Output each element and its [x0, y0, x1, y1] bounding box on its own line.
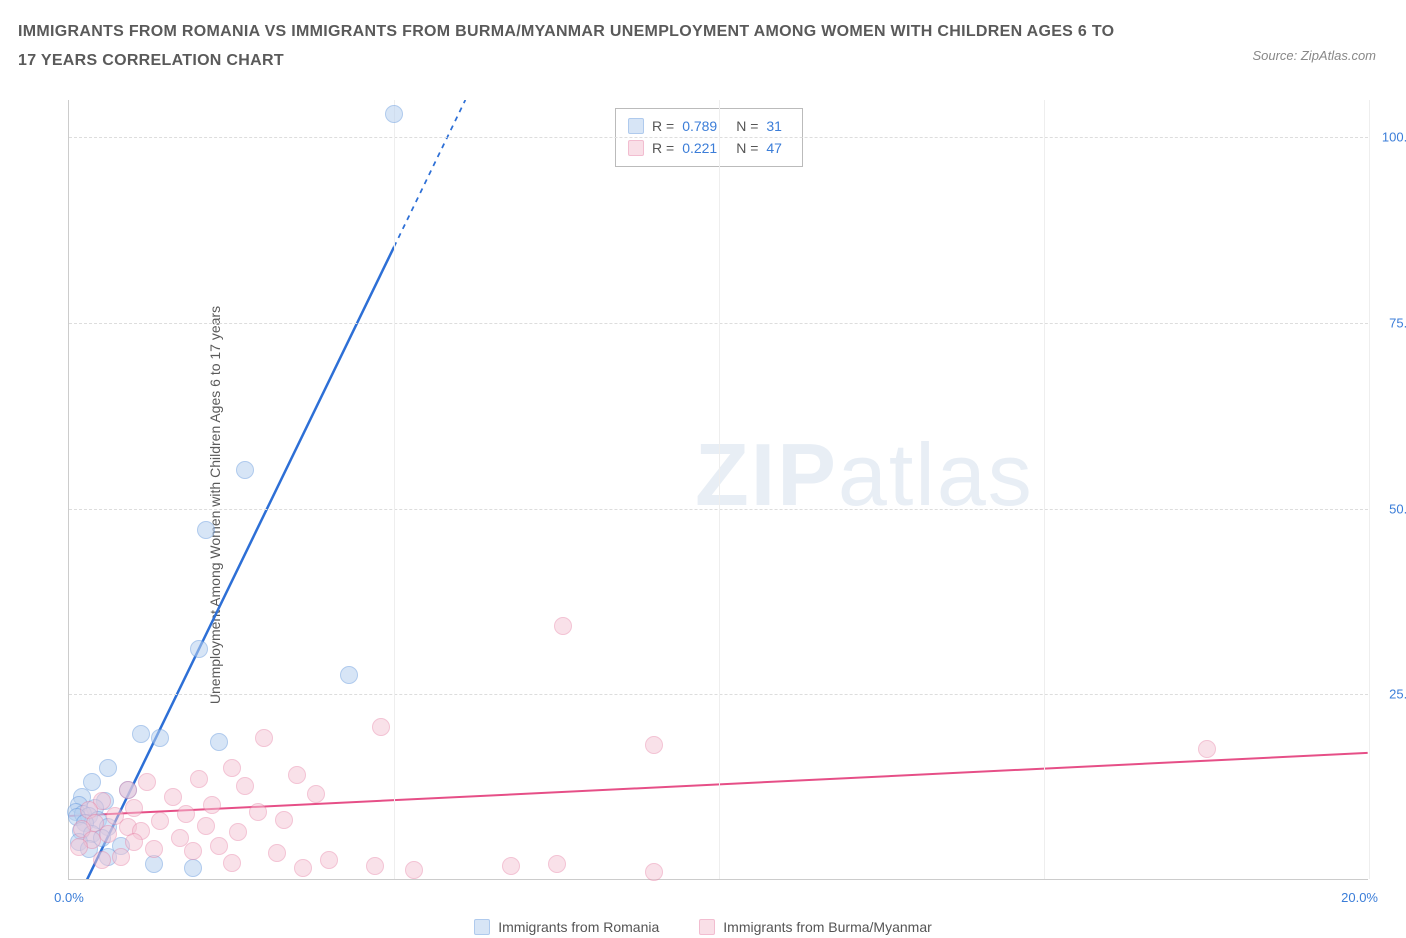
data-point-burma — [366, 857, 384, 875]
data-point-burma — [320, 851, 338, 869]
grid-v — [719, 100, 720, 879]
data-point-burma — [223, 759, 241, 777]
grid-v — [1044, 100, 1045, 879]
y-tick-label: 100.0% — [1374, 130, 1406, 145]
data-point-burma — [99, 825, 117, 843]
data-point-romania — [132, 725, 150, 743]
data-point-burma — [236, 777, 254, 795]
stat-r-value-romania: 0.789 — [682, 115, 728, 137]
data-point-burma — [125, 833, 143, 851]
legend-swatch-romania — [474, 919, 490, 935]
x-tick-label: 0.0% — [54, 890, 84, 905]
data-point-burma — [119, 781, 137, 799]
data-point-burma — [145, 840, 163, 858]
legend-item-burma: Immigrants from Burma/Myanmar — [699, 919, 931, 935]
y-tick-label: 75.0% — [1374, 315, 1406, 330]
data-point-romania — [99, 759, 117, 777]
data-point-romania — [151, 729, 169, 747]
data-point-romania — [197, 521, 215, 539]
data-point-romania — [385, 105, 403, 123]
watermark: ZIPatlas — [695, 424, 1034, 526]
data-point-burma — [307, 785, 325, 803]
stats-row-romania: R = 0.789 N = 31 — [628, 115, 790, 137]
stat-n-label: N = — [736, 115, 758, 137]
data-point-burma — [112, 848, 130, 866]
data-point-burma — [197, 817, 215, 835]
data-point-burma — [249, 803, 267, 821]
legend-label-romania: Immigrants from Romania — [498, 919, 659, 935]
legend-item-romania: Immigrants from Romania — [474, 919, 659, 935]
data-point-romania — [236, 461, 254, 479]
source-label: Source: ZipAtlas.com — [1252, 18, 1376, 63]
data-point-burma — [288, 766, 306, 784]
chart-title: IMMIGRANTS FROM ROMANIA VS IMMIGRANTS FR… — [18, 18, 1118, 76]
stats-row-burma: R = 0.221 N = 47 — [628, 137, 790, 159]
data-point-burma — [203, 796, 221, 814]
data-point-burma — [645, 863, 663, 881]
data-point-burma — [372, 718, 390, 736]
data-point-burma — [190, 770, 208, 788]
data-point-burma — [502, 857, 520, 875]
data-point-burma — [548, 855, 566, 873]
stat-n-value-burma: 47 — [766, 137, 790, 159]
data-point-burma — [294, 859, 312, 877]
trend-line-dashed-romania — [394, 100, 465, 247]
data-point-burma — [1198, 740, 1216, 758]
data-point-romania — [184, 859, 202, 877]
stat-r-value-burma: 0.221 — [682, 137, 728, 159]
data-point-burma — [210, 837, 228, 855]
data-point-burma — [554, 617, 572, 635]
data-point-burma — [223, 854, 241, 872]
trend-line-romania — [69, 247, 394, 879]
chart-container: Unemployment Among Women with Children A… — [18, 100, 1388, 910]
data-point-burma — [70, 838, 88, 856]
data-point-burma — [177, 805, 195, 823]
data-point-romania — [340, 666, 358, 684]
x-tick-label: 20.0% — [1341, 890, 1378, 905]
data-point-burma — [275, 811, 293, 829]
data-point-burma — [229, 823, 247, 841]
stat-r-label: R = — [652, 115, 674, 137]
data-point-burma — [184, 842, 202, 860]
stat-r-label: R = — [652, 137, 674, 159]
data-point-burma — [93, 851, 111, 869]
y-tick-label: 50.0% — [1374, 501, 1406, 516]
data-point-burma — [151, 812, 169, 830]
data-point-burma — [125, 799, 143, 817]
data-point-burma — [138, 773, 156, 791]
grid-v — [1369, 100, 1370, 879]
legend-swatch-burma — [699, 919, 715, 935]
data-point-burma — [268, 844, 286, 862]
legend-label-burma: Immigrants from Burma/Myanmar — [723, 919, 931, 935]
data-point-burma — [255, 729, 273, 747]
data-point-burma — [164, 788, 182, 806]
data-point-burma — [405, 861, 423, 879]
y-tick-label: 25.0% — [1374, 687, 1406, 702]
data-point-romania — [190, 640, 208, 658]
stat-n-value-romania: 31 — [766, 115, 790, 137]
bottom-legend: Immigrants from Romania Immigrants from B… — [18, 919, 1388, 938]
stat-n-label: N = — [736, 137, 758, 159]
legend-swatch-romania — [628, 118, 644, 134]
data-point-burma — [645, 736, 663, 754]
legend-swatch-burma — [628, 140, 644, 156]
grid-v — [394, 100, 395, 879]
plot-area: ZIPatlas R =0.789N =31R =0.221N =47 25.0… — [68, 100, 1368, 880]
data-point-romania — [210, 733, 228, 751]
